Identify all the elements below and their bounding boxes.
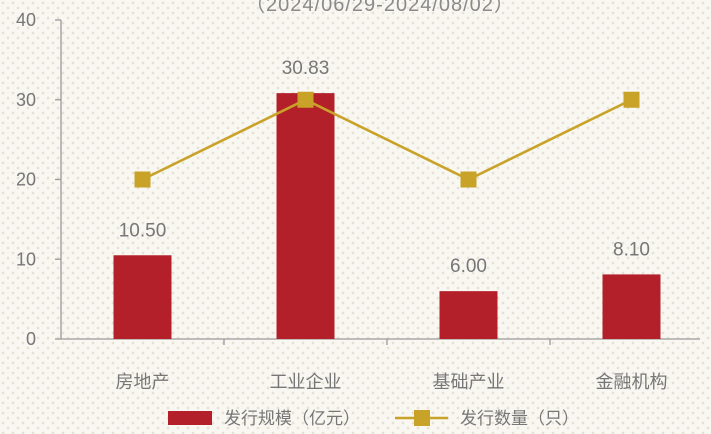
line-point <box>134 171 151 188</box>
x-tick-label: 基础产业 <box>433 372 505 393</box>
y-tick-label: 0 <box>26 329 36 349</box>
bar <box>602 274 661 339</box>
y-tick-label: 30 <box>16 90 36 110</box>
data-label: 8.10 <box>613 239 650 260</box>
bar-layer <box>113 93 661 339</box>
data-label: 6.00 <box>450 256 487 277</box>
data-label: 10.50 <box>119 220 167 241</box>
bar <box>113 255 172 339</box>
chart-subtitle: （2024/06/29-2024/08/02） <box>245 0 515 16</box>
axis-layer: 0 10 20 30 40 房地产 工业企业 基础产业 金融机构 <box>16 10 700 393</box>
legend-bar-swatch <box>168 411 212 425</box>
bar <box>276 93 335 339</box>
line-layer <box>134 91 640 188</box>
x-tick-label: 工业企业 <box>270 372 342 393</box>
x-tick-label: 房地产 <box>116 372 170 393</box>
legend: 发行规模（亿元） 发行数量（只） <box>168 409 579 429</box>
y-tick-label: 40 <box>16 10 36 30</box>
legend-line-marker <box>414 410 430 426</box>
label-layer: 10.50 30.83 6.00 8.10 <box>119 58 650 277</box>
line-point <box>460 171 477 188</box>
legend-line-label: 发行数量（只） <box>460 409 579 429</box>
line-point <box>623 91 640 108</box>
legend-bar-label: 发行规模（亿元） <box>224 409 360 429</box>
line-series <box>141 98 633 181</box>
bar <box>439 291 498 339</box>
data-label: 30.83 <box>282 58 330 79</box>
y-tick-label: 20 <box>16 170 36 190</box>
y-tick-label: 10 <box>16 249 36 269</box>
line-point <box>297 91 314 108</box>
x-tick-label: 金融机构 <box>596 372 668 393</box>
